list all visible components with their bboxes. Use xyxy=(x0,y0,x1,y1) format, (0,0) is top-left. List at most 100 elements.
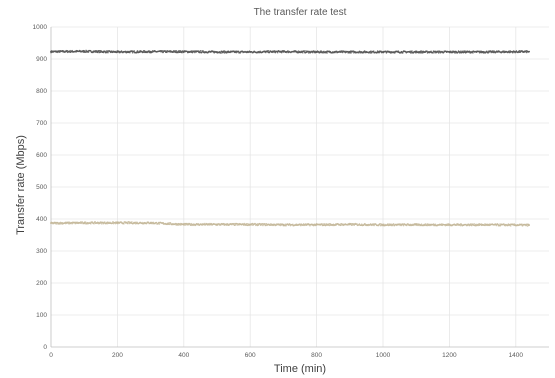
data-point xyxy=(372,50,375,52)
data-point xyxy=(510,225,512,227)
data-point xyxy=(100,223,103,225)
tick-labels: 0 100 200 300 400 500 600 700 800 900 1000 0 200 400 6… xyxy=(33,24,524,359)
data-point xyxy=(527,224,530,227)
data-point xyxy=(370,50,372,52)
data-point xyxy=(426,50,428,52)
data-point xyxy=(527,51,530,53)
data-point xyxy=(219,224,222,226)
data-point xyxy=(378,51,381,54)
data-point xyxy=(402,52,404,54)
data-point xyxy=(440,223,443,225)
data-point xyxy=(416,224,418,227)
data-point xyxy=(302,52,304,54)
data-point xyxy=(177,224,179,226)
data-point xyxy=(202,50,204,52)
data-point xyxy=(129,51,131,54)
data-point xyxy=(183,224,185,227)
data-point xyxy=(96,222,98,225)
data-point xyxy=(459,224,462,227)
y-tick-label: 800 xyxy=(36,88,47,95)
data-point xyxy=(131,51,134,54)
data-point xyxy=(410,52,412,54)
data-point xyxy=(521,223,523,225)
data-point xyxy=(287,50,289,52)
data-point xyxy=(273,50,276,52)
data-point xyxy=(470,223,472,225)
data-point xyxy=(486,50,488,53)
data-point xyxy=(415,52,417,54)
data-point xyxy=(172,51,175,53)
data-point xyxy=(55,223,58,225)
data-point xyxy=(472,52,474,54)
data-point xyxy=(111,222,114,225)
x-tick-label: 600 xyxy=(245,352,256,359)
data-point xyxy=(262,224,264,227)
data-point xyxy=(219,52,222,54)
data-point xyxy=(460,50,462,52)
data-point xyxy=(470,224,473,227)
data-point xyxy=(323,223,326,225)
data-point xyxy=(69,49,71,52)
data-point xyxy=(483,224,486,227)
data-point xyxy=(409,50,412,53)
data-point xyxy=(200,50,202,52)
x-tick-label: 1400 xyxy=(509,352,524,359)
data-point xyxy=(212,50,215,53)
data-point xyxy=(123,223,125,225)
data-point xyxy=(438,51,440,54)
x-tick-label: 200 xyxy=(112,352,123,359)
data-point xyxy=(502,50,505,52)
data-point xyxy=(104,221,106,223)
y-tick-label: 500 xyxy=(36,184,47,191)
data-point xyxy=(57,222,59,224)
y-tick-label: 900 xyxy=(36,56,47,63)
y-tick-label: 700 xyxy=(36,120,47,127)
data-point xyxy=(94,221,96,223)
data-point xyxy=(297,50,300,52)
data-point xyxy=(151,51,153,53)
data-point xyxy=(480,223,483,225)
data-series xyxy=(50,221,530,227)
data-point xyxy=(449,51,451,54)
data-point xyxy=(201,51,203,54)
y-tick-label: 400 xyxy=(36,216,47,223)
data-point xyxy=(487,52,490,54)
data-point xyxy=(363,51,365,54)
data-point xyxy=(340,224,342,226)
data-point xyxy=(527,223,530,226)
data-point xyxy=(155,221,158,224)
data-point xyxy=(264,223,266,225)
x-axis-label: Time (min) xyxy=(274,363,326,375)
x-tick-label: 400 xyxy=(178,352,189,359)
data-point xyxy=(402,224,405,227)
data-point xyxy=(245,222,248,225)
data-point xyxy=(114,222,117,225)
data-point xyxy=(339,223,341,225)
data-point xyxy=(186,222,188,225)
data-point xyxy=(175,50,178,52)
data-point xyxy=(425,223,427,225)
data-point xyxy=(90,223,92,225)
data-point xyxy=(335,50,338,53)
data-point xyxy=(327,224,330,227)
data-point xyxy=(81,221,84,223)
data-point xyxy=(361,223,363,225)
y-tick-label: 0 xyxy=(43,344,47,351)
data-point xyxy=(97,51,99,54)
data-point xyxy=(229,51,232,54)
data-point xyxy=(280,51,283,54)
x-tick-label: 800 xyxy=(311,352,322,359)
data-point xyxy=(136,50,139,52)
data-point xyxy=(411,50,413,52)
data-point xyxy=(406,224,408,227)
data-point xyxy=(126,221,128,223)
data-point xyxy=(87,51,90,53)
data-point xyxy=(326,52,328,54)
data-point xyxy=(79,222,81,225)
x-tick-label: 1000 xyxy=(376,352,391,359)
data-point xyxy=(307,50,310,53)
data-point xyxy=(233,224,236,226)
data-point xyxy=(518,50,521,52)
data-point xyxy=(312,51,314,54)
data-point xyxy=(223,224,226,226)
